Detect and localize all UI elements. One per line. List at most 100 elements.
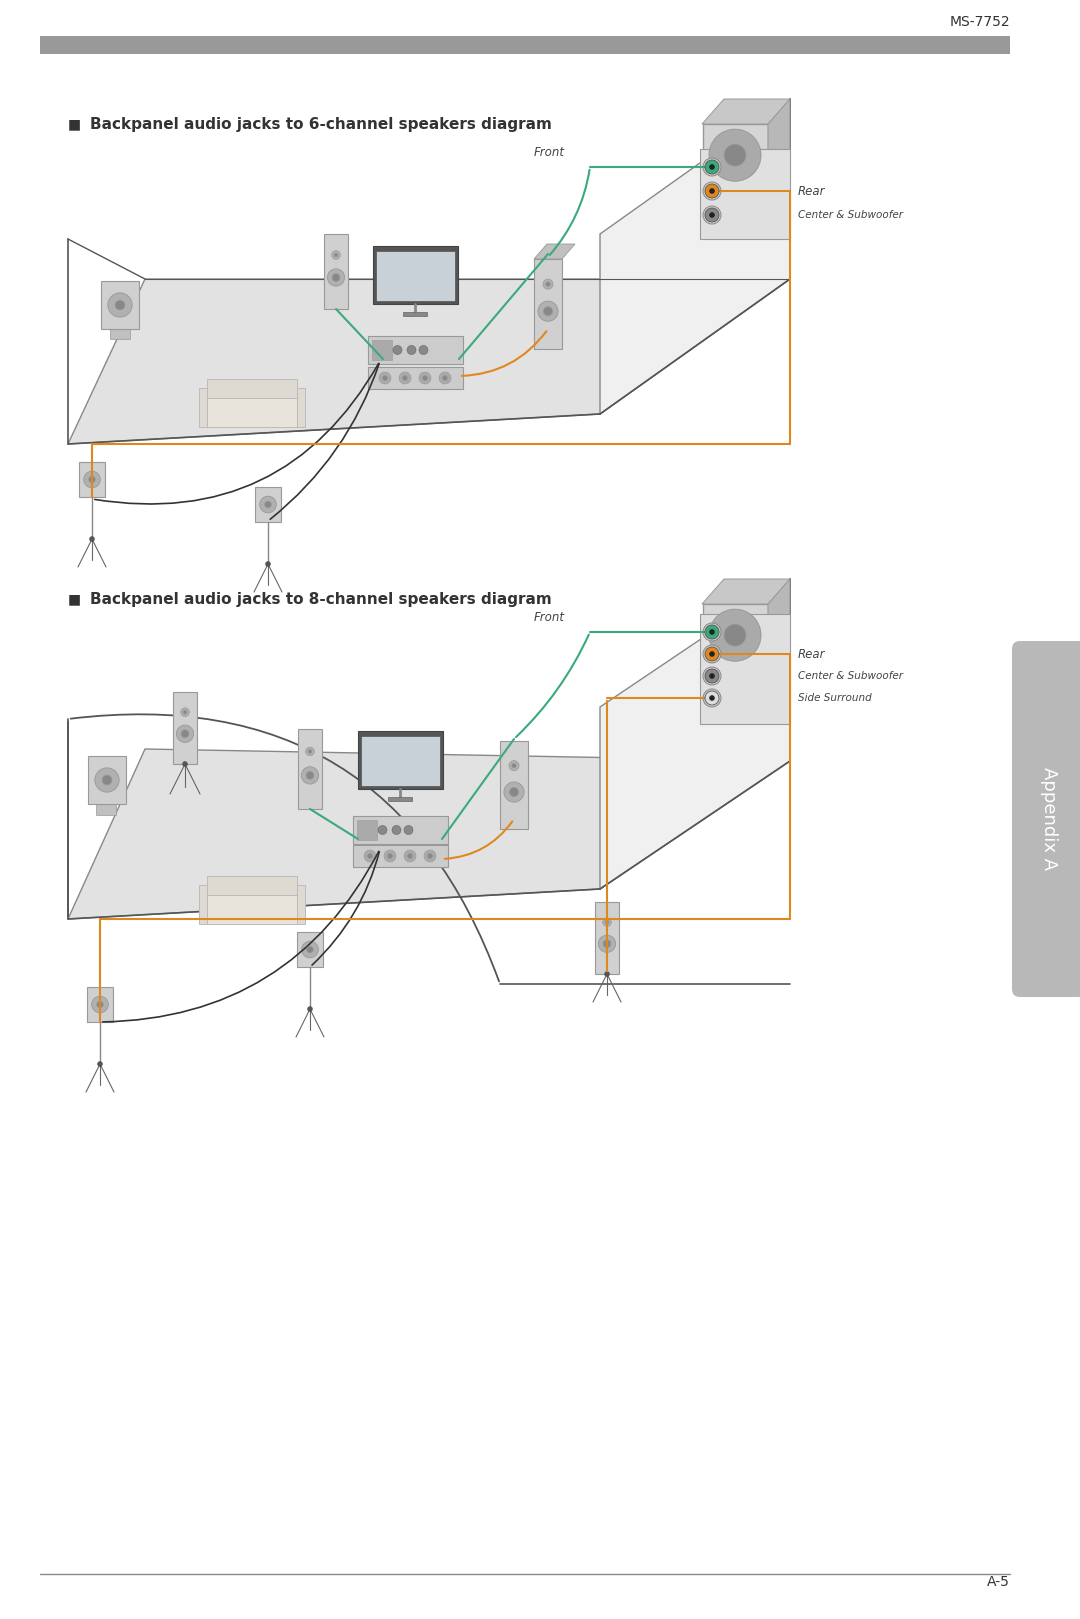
Circle shape <box>705 207 719 222</box>
Circle shape <box>266 562 270 567</box>
Circle shape <box>332 251 340 259</box>
Circle shape <box>306 772 314 779</box>
Polygon shape <box>68 278 789 444</box>
Circle shape <box>703 181 721 201</box>
Circle shape <box>543 306 553 316</box>
Bar <box>207 876 297 895</box>
Bar <box>110 327 130 338</box>
Circle shape <box>384 850 396 861</box>
Circle shape <box>90 536 95 541</box>
Circle shape <box>393 345 402 355</box>
Circle shape <box>306 746 314 756</box>
Circle shape <box>705 648 719 661</box>
Bar <box>352 816 447 843</box>
Bar <box>357 732 443 788</box>
Bar <box>207 398 297 427</box>
Circle shape <box>108 293 132 317</box>
Circle shape <box>703 159 721 176</box>
Bar <box>324 235 348 309</box>
Circle shape <box>97 1062 103 1067</box>
Circle shape <box>603 941 611 947</box>
Text: Center & Subwoofer: Center & Subwoofer <box>798 670 903 682</box>
Circle shape <box>308 1007 312 1012</box>
Polygon shape <box>600 99 789 414</box>
Circle shape <box>710 651 715 656</box>
Circle shape <box>705 625 719 640</box>
Bar <box>534 259 562 350</box>
Circle shape <box>428 853 432 858</box>
Bar <box>297 389 305 427</box>
Polygon shape <box>702 580 789 604</box>
Circle shape <box>307 945 313 954</box>
Circle shape <box>407 853 413 858</box>
Bar <box>207 379 297 398</box>
Circle shape <box>404 826 413 834</box>
Circle shape <box>509 761 519 771</box>
Polygon shape <box>768 99 789 189</box>
Circle shape <box>367 853 373 858</box>
Text: Rear: Rear <box>798 185 825 198</box>
Text: Front: Front <box>534 610 565 623</box>
Text: Front: Front <box>534 146 565 159</box>
Bar <box>199 389 207 427</box>
Text: Backpanel audio jacks to 6-channel speakers diagram: Backpanel audio jacks to 6-channel speak… <box>90 117 552 131</box>
Circle shape <box>103 776 112 785</box>
Text: Appendix A: Appendix A <box>1040 767 1058 871</box>
Circle shape <box>308 750 312 753</box>
Bar <box>40 36 1010 53</box>
Bar <box>255 487 281 521</box>
Bar <box>298 729 322 810</box>
Circle shape <box>605 971 609 976</box>
Circle shape <box>379 372 391 384</box>
Circle shape <box>724 625 746 646</box>
Bar <box>367 368 462 389</box>
Text: Side Surround: Side Surround <box>798 693 872 703</box>
Circle shape <box>512 764 516 767</box>
Circle shape <box>301 767 319 784</box>
Circle shape <box>392 826 401 834</box>
Circle shape <box>703 690 721 708</box>
Bar <box>373 246 458 304</box>
Circle shape <box>543 278 553 290</box>
Circle shape <box>404 850 416 861</box>
Bar <box>403 312 427 316</box>
Bar <box>87 988 113 1022</box>
Circle shape <box>703 644 721 664</box>
Circle shape <box>605 920 609 924</box>
Circle shape <box>422 376 428 380</box>
Bar <box>361 737 440 785</box>
Circle shape <box>438 372 451 384</box>
Bar <box>388 797 411 801</box>
Polygon shape <box>68 750 789 920</box>
Polygon shape <box>768 580 789 669</box>
Polygon shape <box>534 244 575 259</box>
Text: ■: ■ <box>68 593 81 606</box>
Bar <box>376 251 455 301</box>
Circle shape <box>407 345 416 355</box>
Circle shape <box>705 669 719 683</box>
Circle shape <box>724 144 746 167</box>
Circle shape <box>705 160 719 173</box>
Circle shape <box>83 471 100 487</box>
Bar <box>207 895 297 924</box>
Bar <box>500 742 528 829</box>
Bar <box>702 604 768 669</box>
Circle shape <box>301 941 319 958</box>
Circle shape <box>710 674 715 678</box>
Circle shape <box>183 761 188 766</box>
Circle shape <box>708 130 761 181</box>
Circle shape <box>510 787 518 797</box>
Text: Backpanel audio jacks to 8-channel speakers diagram: Backpanel audio jacks to 8-channel speak… <box>90 591 552 607</box>
Bar <box>199 886 207 924</box>
Circle shape <box>703 623 721 641</box>
Circle shape <box>180 708 189 717</box>
Bar <box>173 691 197 764</box>
Bar <box>702 125 768 189</box>
Circle shape <box>388 853 392 858</box>
Text: Center & Subwoofer: Center & Subwoofer <box>798 210 903 220</box>
Circle shape <box>378 826 387 834</box>
Circle shape <box>97 1001 104 1009</box>
Bar <box>356 819 377 840</box>
Circle shape <box>705 185 719 198</box>
Circle shape <box>382 376 388 380</box>
